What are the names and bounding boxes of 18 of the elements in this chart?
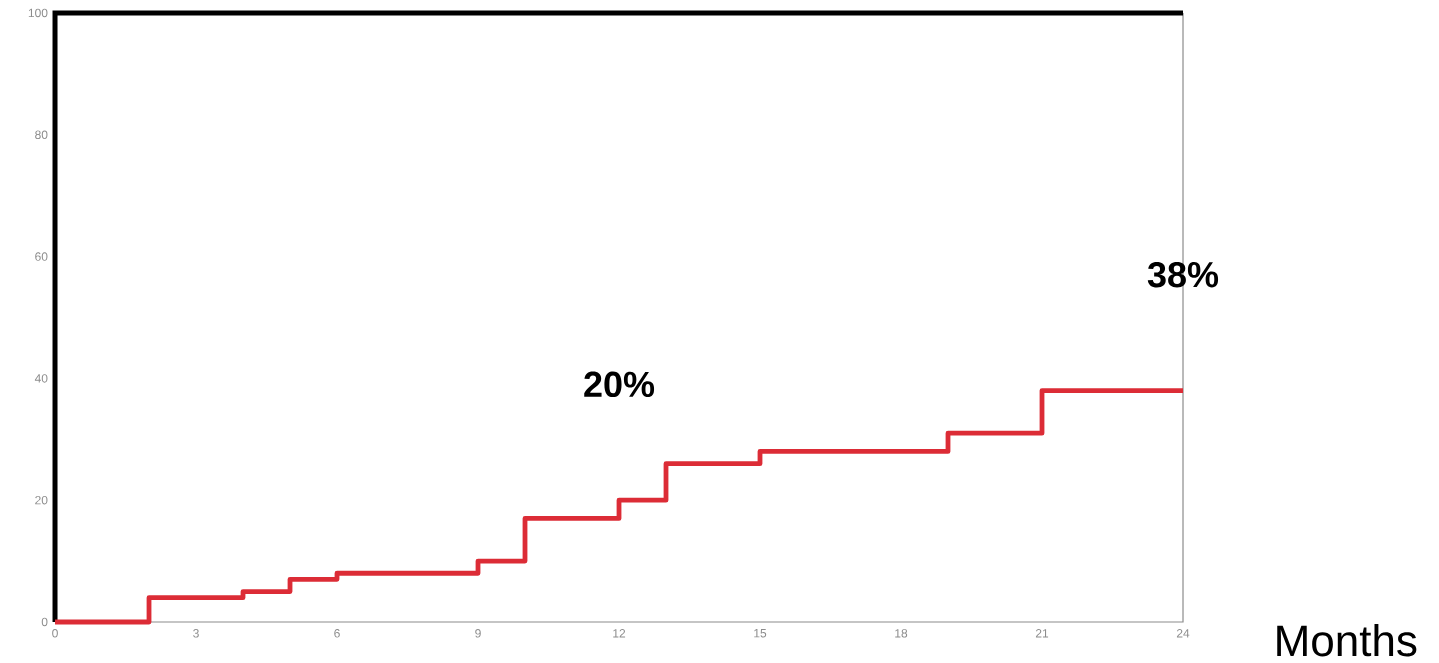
annotation: 38% (1147, 261, 1219, 288)
x-axis-title: Months (1277, 624, 1417, 657)
y-tick-label: 80 (35, 130, 48, 140)
x-tick-label: 0 (52, 629, 58, 638)
y-tick-label: 100 (28, 8, 48, 18)
y-tick-label: 0 (41, 617, 48, 627)
x-tick-label: 24 (1176, 629, 1190, 638)
y-tick-label: 40 (34, 374, 48, 383)
y-tick-label: 20 (35, 495, 48, 505)
x-tick-label: 12 (613, 629, 626, 638)
x-tick-label: 18 (895, 629, 908, 638)
x-tick-label: 21 (1035, 629, 1049, 638)
x-tick-label: 9 (475, 629, 481, 638)
x-tick-label: 15 (754, 629, 767, 638)
x-tick-label: 6 (334, 629, 340, 638)
x-tick-label: 3 (193, 629, 199, 638)
y-tick-label: 60 (35, 252, 48, 261)
annotation: 20% (584, 371, 655, 398)
